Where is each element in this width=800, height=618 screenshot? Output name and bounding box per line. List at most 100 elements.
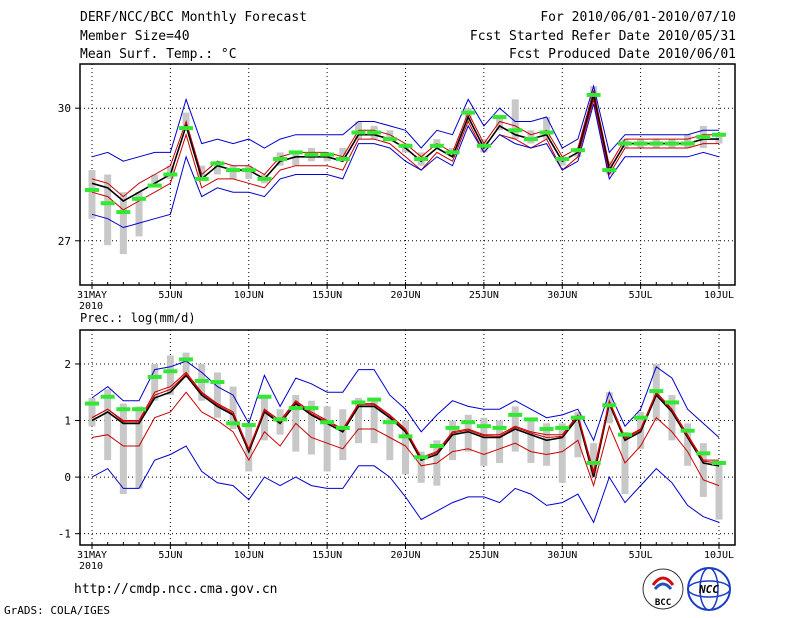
source-url: http://cmdp.ncc.cma.gov.cn [74, 582, 278, 597]
prec-obs-marker-37 [664, 400, 679, 405]
prec-series-center [91, 373, 720, 475]
prec-xtick-label-8: 10JUL [704, 550, 734, 561]
prec-obs-marker-30 [555, 425, 570, 430]
prec-obs-marker-22 [429, 443, 444, 448]
prec-box-3 [135, 406, 143, 489]
temp-xtick-label-4: 20JUN [390, 290, 420, 301]
prec-box-21 [417, 451, 425, 483]
temp-box-2 [119, 192, 127, 255]
temp-obs-marker-22 [429, 143, 444, 148]
temp-obs-marker-20 [398, 143, 413, 148]
bcc-logo-text: BCC [655, 598, 671, 608]
temp-box-13 [292, 152, 300, 166]
temp-obs-marker-29 [539, 130, 554, 135]
prec-obs-marker-14 [304, 406, 319, 411]
temp-box-4 [151, 174, 159, 184]
prec-xtick-label-1: 5JUN [158, 550, 182, 561]
prec-obs-marker-6 [179, 357, 194, 362]
prec-obs-marker-20 [398, 434, 413, 439]
temp-box-8 [213, 161, 221, 175]
temp-obs-marker-30 [555, 157, 570, 162]
prec-box-0 [88, 397, 96, 427]
prec-obs-marker-34 [617, 432, 632, 437]
temp-obs-marker-40 [712, 132, 726, 137]
prec-xtick-sublabel-0: 2010 [79, 561, 103, 572]
variable-label: Mean Surf. Temp.: °C [80, 47, 237, 62]
prec-xtick-label-7: 5JUL [629, 550, 653, 561]
prec-box-16 [339, 409, 347, 461]
prec-obs-marker-5 [163, 369, 178, 374]
temp-obs-marker-0 [85, 187, 99, 192]
temp-box-29 [543, 117, 551, 140]
temp-obs-marker-21 [414, 157, 429, 162]
prec-box-32 [590, 443, 598, 478]
temp-xtick-sublabel-0: 2010 [79, 301, 103, 312]
prec-ytick-label-2: 1 [64, 415, 71, 428]
temp-box-0 [88, 170, 96, 219]
prec-box-29 [543, 423, 551, 466]
temp-ytick-label-0: 27 [58, 235, 71, 248]
prec-box-31 [574, 412, 582, 458]
temp-obs-marker-28 [523, 137, 538, 142]
prec-box-19 [386, 417, 394, 461]
prec-obs-marker-12 [273, 417, 288, 422]
temp-xtick-label-6: 30JUN [547, 290, 577, 301]
prec-obs-marker-4 [147, 374, 162, 379]
prec-obs-marker-25 [476, 424, 491, 429]
prec-obs-marker-26 [492, 425, 507, 430]
prec-obs-marker-16 [335, 425, 350, 430]
temp-obs-marker-31 [570, 148, 585, 153]
temp-obs-marker-39 [696, 134, 711, 139]
prec-xtick-label-3: 15JUN [312, 550, 342, 561]
prec-obs-marker-40 [712, 460, 726, 465]
prec-box-28 [527, 417, 535, 463]
prec-series-lower [91, 445, 720, 524]
prec-obs-marker-24 [461, 420, 476, 425]
temp-obs-marker-4 [147, 183, 162, 188]
prec-obs-marker-23 [445, 425, 460, 430]
forecast-period: For 2010/06/01-2010/07/10 [540, 10, 736, 25]
prec-obs-marker-8 [210, 380, 225, 385]
temp-obs-marker-3 [132, 196, 147, 201]
temp-obs-marker-32 [586, 92, 601, 97]
temp-obs-marker-24 [461, 110, 476, 115]
temp-xtick-label-3: 15JUN [312, 290, 342, 301]
temp-obs-marker-16 [335, 157, 350, 162]
prec-box-11 [260, 397, 268, 441]
prec-series-spread_lower [91, 391, 720, 488]
ncc-logo: NCC [687, 567, 731, 611]
temp-obs-marker-25 [476, 143, 491, 148]
temp-obs-marker-1 [100, 201, 115, 206]
prec-series-mean [91, 374, 720, 478]
prec-box-10 [245, 423, 253, 472]
temp-obs-marker-34 [617, 141, 632, 146]
prec-box-18 [370, 400, 378, 444]
prec-obs-marker-2 [116, 407, 131, 412]
prec-xtick-label-2: 10JUN [234, 550, 264, 561]
temp-obs-marker-10 [241, 168, 256, 173]
prec-ytick-label-1: 0 [64, 471, 71, 484]
temp-xtick-label-0: 31MAY [77, 290, 107, 301]
prec-xtick-label-6: 30JUN [547, 550, 577, 561]
prec-xtick-label-0: 31MAY [77, 550, 107, 561]
temp-series-mean [91, 94, 719, 202]
prec-box-8 [213, 372, 221, 418]
prec-box-40 [715, 462, 723, 520]
temp-obs-marker-7 [194, 176, 209, 181]
ncc-logo-text: NCC [698, 583, 719, 596]
temp-obs-marker-38 [680, 141, 695, 146]
prec-box-38 [684, 423, 692, 466]
temp-box-1 [104, 174, 112, 246]
prec-box-33 [605, 392, 613, 424]
prec-obs-marker-38 [680, 428, 695, 433]
prec-obs-marker-15 [320, 420, 335, 425]
temp-obs-marker-27 [508, 128, 523, 133]
temp-obs-marker-26 [492, 115, 507, 120]
grads-credit: GrADS: COLA/IGES [4, 604, 110, 617]
prec-obs-marker-1 [100, 394, 115, 399]
forecast-produced-date: Fcst Produced Date 2010/06/01 [509, 47, 736, 62]
prec-box-1 [104, 389, 112, 461]
